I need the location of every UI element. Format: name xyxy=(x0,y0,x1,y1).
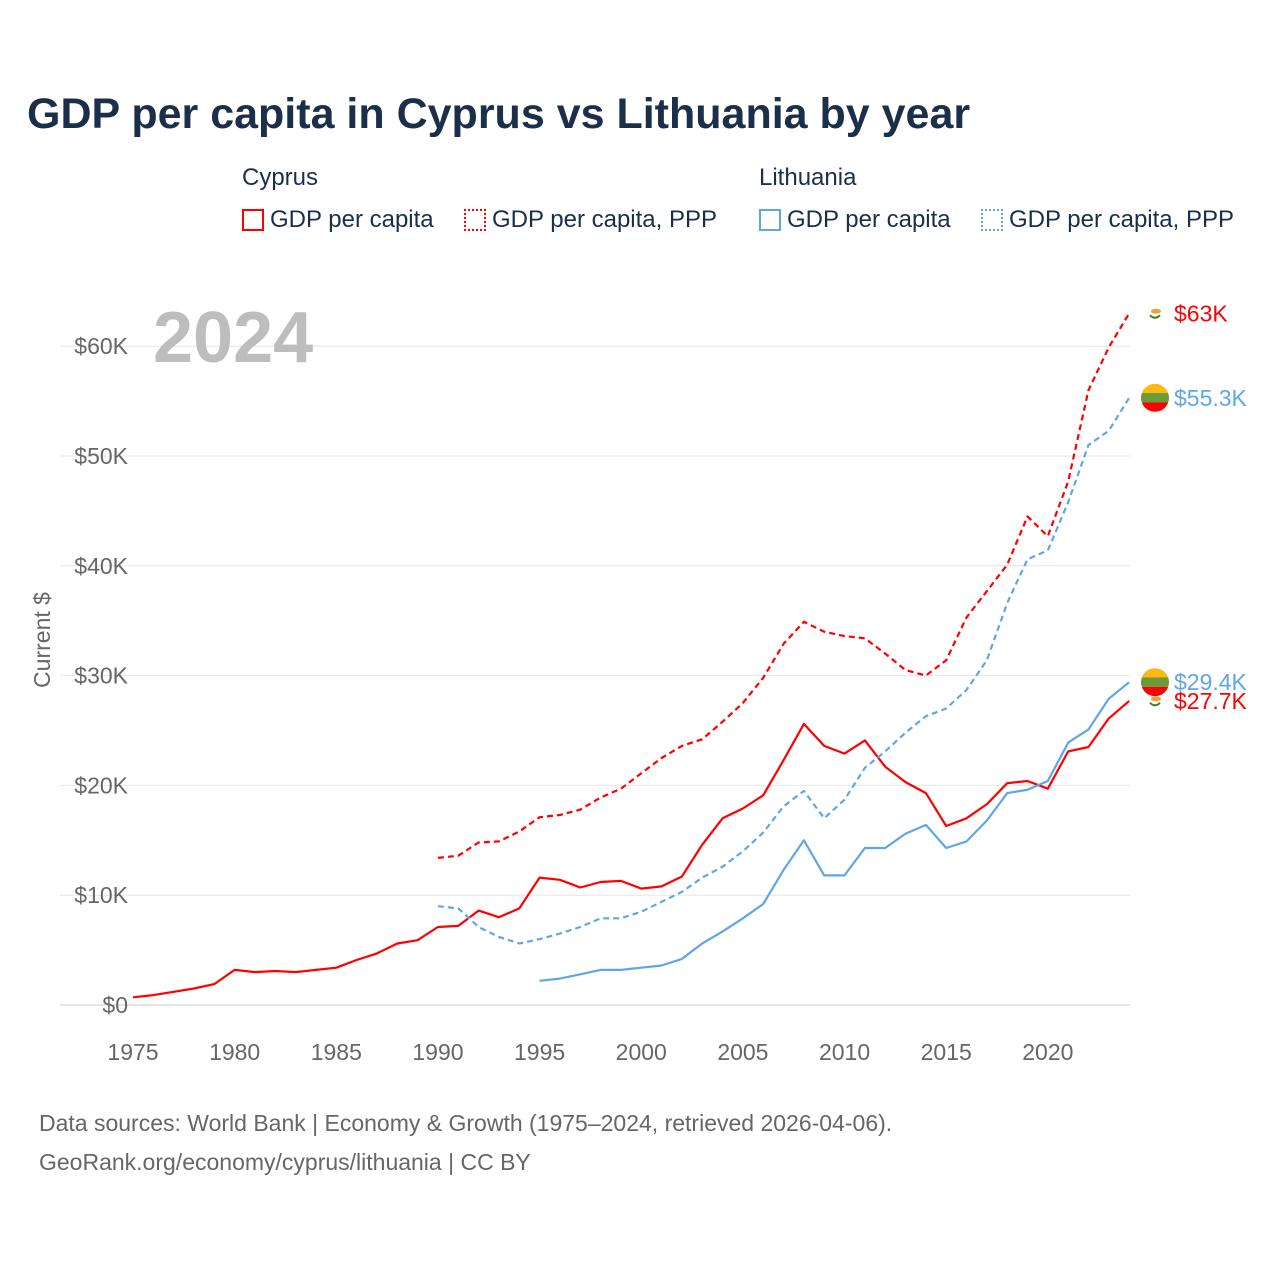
y-tick-label: $30K xyxy=(74,663,128,689)
x-tick-label: 2015 xyxy=(921,1039,972,1065)
y-tick-label: $50K xyxy=(74,443,128,469)
x-tick-label: 1995 xyxy=(514,1039,565,1065)
series-line-cyprus-gdp-per-capita-ppp xyxy=(437,312,1131,859)
x-tick-label: 2020 xyxy=(1022,1039,1073,1065)
flag-island xyxy=(1151,308,1161,314)
flag-stripe-red xyxy=(1141,686,1169,697)
series-line-cyprus-gdp-per-capita xyxy=(132,700,1130,999)
x-tick-label: 1990 xyxy=(412,1039,463,1065)
legend-swatch-dotted xyxy=(981,209,1003,231)
legend-label: GDP per capita, PPP xyxy=(1009,206,1234,233)
flag-island xyxy=(1151,696,1161,702)
y-tick-label: $20K xyxy=(74,772,128,798)
x-tick-label: 1980 xyxy=(209,1039,260,1065)
x-tick-label: 2000 xyxy=(616,1039,667,1065)
legend-group-lithuania: Lithuania xyxy=(759,164,857,191)
cyprus-flag-icon xyxy=(1146,691,1164,710)
series-line-lithuania-gdp-per-capita xyxy=(539,681,1130,982)
legend-cyprus-ppp[interactable]: GDP per capita, PPP xyxy=(464,206,717,234)
legend-cyprus-gdp[interactable]: GDP per capita xyxy=(242,206,434,234)
chart-title: GDP per capita in Cyprus vs Lithuania by… xyxy=(27,90,971,138)
x-tick-label: 2010 xyxy=(819,1039,870,1065)
x-tick-label: 2005 xyxy=(717,1039,768,1065)
year-watermark: 2024 xyxy=(153,298,313,378)
flag-stripe-red xyxy=(1141,402,1169,412)
y-axis-label: Current $ xyxy=(29,592,55,688)
footer-link[interactable]: GeoRank.org/economy/cyprus/lithuania | C… xyxy=(39,1149,531,1175)
series-line-lithuania-gdp-per-capita-ppp xyxy=(437,397,1131,945)
x-tick-label: 1985 xyxy=(311,1039,362,1065)
flag-olive-branches xyxy=(1149,314,1161,319)
end-value-label: $27.7K xyxy=(1174,688,1248,714)
legend-group-cyprus: Cyprus xyxy=(242,164,319,191)
legend-label: GDP per capita xyxy=(270,206,434,233)
legend-swatch-solid xyxy=(242,209,264,231)
y-tick-label: $0 xyxy=(102,992,128,1018)
flag-stripes xyxy=(1141,668,1169,697)
flag-stripes xyxy=(1141,383,1169,412)
legend-label: GDP per capita xyxy=(787,206,951,233)
cyprus-flag-icon xyxy=(1146,304,1164,323)
flag-olive-branches xyxy=(1149,702,1161,707)
legend-lithuania-gdp[interactable]: GDP per capita xyxy=(759,206,951,234)
flag-stripe-yellow xyxy=(1141,383,1169,394)
flag-stripe-green xyxy=(1141,677,1169,687)
legend-swatch-solid xyxy=(759,209,781,231)
flag-stripe-green xyxy=(1141,393,1169,403)
legend-label: GDP per capita, PPP xyxy=(492,206,717,233)
lithuania-flag-icon xyxy=(1141,668,1169,697)
legend-lithuania-ppp[interactable]: GDP per capita, PPP xyxy=(981,206,1234,234)
y-tick-label: $10K xyxy=(74,882,128,908)
end-value-label: $29.4K xyxy=(1174,669,1248,695)
lithuania-flag-icon xyxy=(1141,383,1169,412)
y-tick-label: $60K xyxy=(74,333,128,359)
end-value-label: $63K xyxy=(1174,300,1228,326)
flag-stripe-yellow xyxy=(1141,668,1169,679)
legend-swatch-dotted xyxy=(464,209,486,231)
y-tick-label: $40K xyxy=(74,553,128,579)
end-value-label: $55.3K xyxy=(1174,385,1248,411)
footer-sources: Data sources: World Bank | Economy & Gro… xyxy=(39,1110,893,1136)
x-tick-label: 1975 xyxy=(107,1039,158,1065)
line-chart: $0 $10K $20K $30K $40K $50K $60K 1975 1980 1985 19… xyxy=(29,298,1248,1065)
